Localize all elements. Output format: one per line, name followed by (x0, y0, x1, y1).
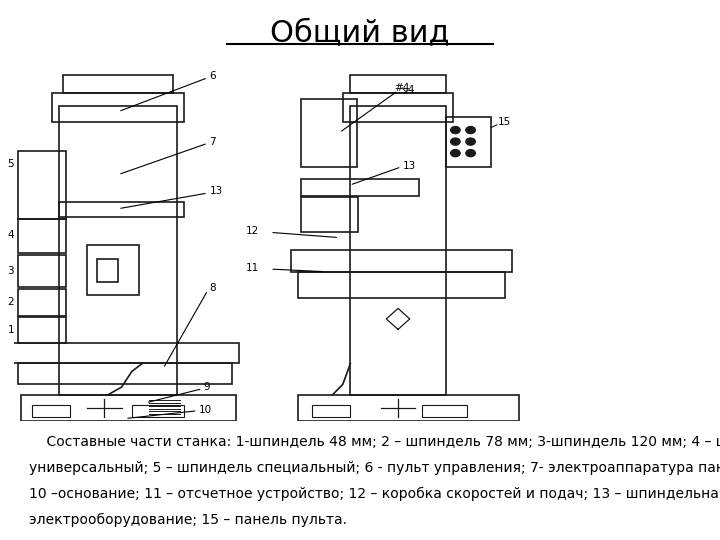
Bar (422, 406, 467, 417)
Text: 15: 15 (498, 117, 511, 127)
Text: 1: 1 (8, 325, 14, 335)
Bar (22, 395, 235, 421)
Circle shape (451, 138, 460, 145)
Bar (350, 106, 446, 395)
Text: универсальный; 5 – шпиндель специальный; 6 - пульт управления; 7- электроаппарат: универсальный; 5 – шпиндель специальный;… (29, 461, 720, 475)
Bar (301, 197, 358, 232)
Bar (298, 272, 505, 298)
Text: 7: 7 (210, 137, 216, 146)
Bar (301, 179, 419, 195)
Bar (18, 219, 66, 253)
Text: 6: 6 (210, 71, 216, 81)
Bar (132, 406, 184, 417)
Circle shape (466, 138, 475, 145)
Bar (18, 255, 66, 287)
Bar (18, 289, 66, 316)
Text: 9: 9 (204, 382, 210, 392)
Bar (18, 318, 66, 342)
Bar (301, 99, 356, 167)
Text: 11: 11 (246, 263, 259, 273)
Bar (312, 406, 350, 417)
Text: #4: #4 (395, 83, 410, 93)
Bar (298, 395, 519, 421)
Text: 2: 2 (8, 297, 14, 307)
Text: Общий вид: Общий вид (270, 19, 450, 48)
Bar (32, 406, 70, 417)
Circle shape (451, 150, 460, 157)
Bar (11, 342, 239, 363)
Text: 8: 8 (210, 284, 216, 293)
Circle shape (451, 126, 460, 134)
Text: 12: 12 (246, 226, 259, 237)
Bar (63, 75, 174, 93)
Text: 13: 13 (403, 161, 416, 171)
Bar (291, 249, 512, 272)
Bar (59, 202, 184, 217)
Bar (87, 246, 139, 295)
Text: Составные части станка: 1-шпиндель 48 мм; 2 – шпиндель 78 мм; 3-шпиндель 120 мм;: Составные части станка: 1-шпиндель 48 мм… (29, 435, 720, 449)
Circle shape (466, 126, 475, 134)
Bar (343, 93, 454, 122)
Bar (97, 259, 118, 282)
Bar (59, 106, 177, 395)
Bar (53, 93, 184, 122)
Text: 10 –основание; 11 – отсчетное устройство; 12 – коробка скоростей и подач; 13 – ш: 10 –основание; 11 – отсчетное устройство… (29, 487, 720, 501)
Bar (350, 75, 446, 93)
Text: 3: 3 (8, 266, 14, 275)
Text: ↘4: ↘4 (400, 85, 415, 94)
Circle shape (466, 150, 475, 157)
Text: 4: 4 (8, 230, 14, 240)
Text: 10: 10 (199, 404, 212, 415)
Bar (18, 151, 66, 219)
Bar (18, 363, 232, 384)
Bar (446, 117, 491, 167)
Text: 13: 13 (210, 186, 222, 197)
Text: 5: 5 (8, 159, 14, 169)
Text: электрооборудование; 15 – панель пульта.: электрооборудование; 15 – панель пульта. (29, 512, 347, 526)
